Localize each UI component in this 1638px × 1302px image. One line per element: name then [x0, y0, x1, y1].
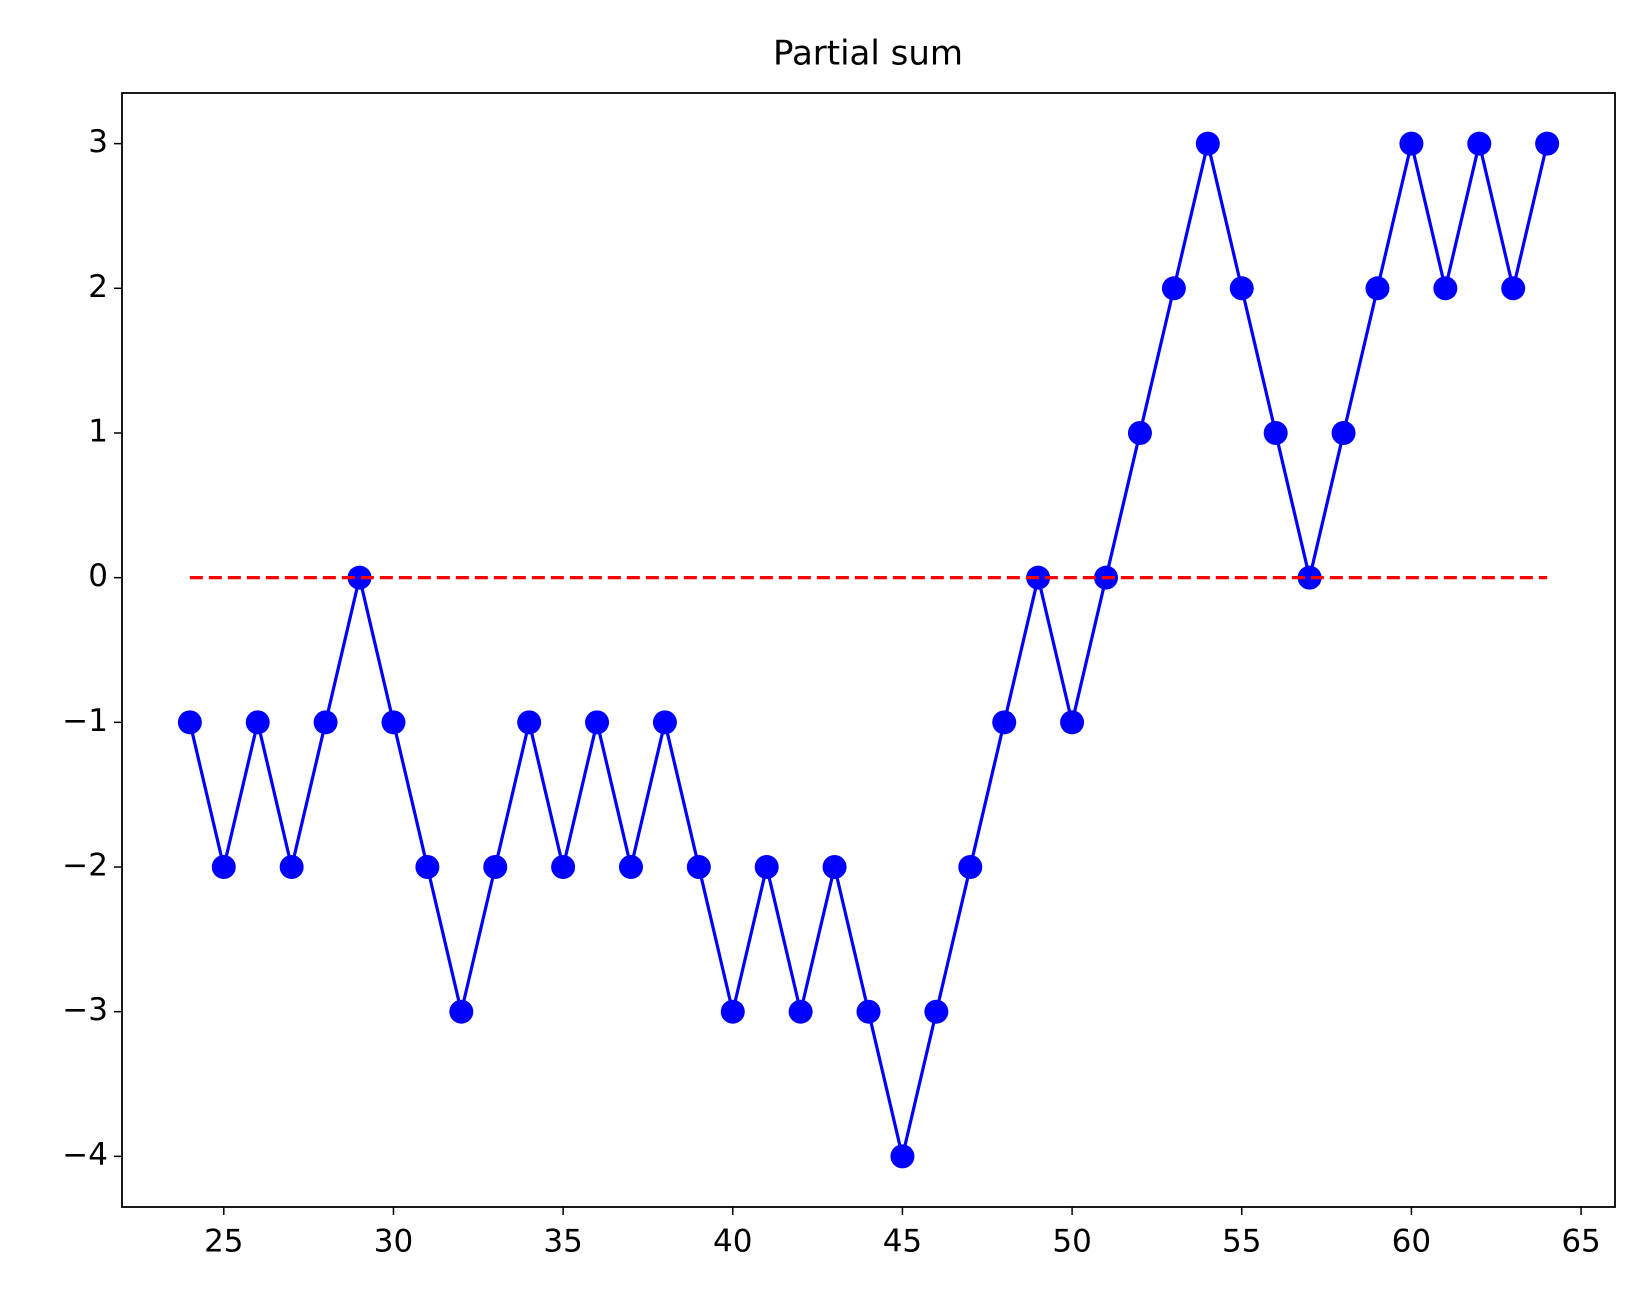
- y-tick-label: 1: [88, 413, 108, 449]
- point: [788, 999, 813, 1024]
- point: [1331, 420, 1356, 445]
- point: [992, 710, 1017, 735]
- point: [1501, 276, 1526, 301]
- y-tick-label: −4: [62, 1137, 108, 1173]
- point: [618, 855, 643, 880]
- point: [1365, 276, 1390, 301]
- point: [890, 1144, 915, 1169]
- point: [517, 710, 542, 735]
- point: [1535, 131, 1560, 156]
- point: [720, 999, 745, 1024]
- point: [381, 710, 406, 735]
- y-tick-label: −3: [62, 992, 108, 1028]
- point: [245, 710, 270, 735]
- y-tick-label: 2: [88, 269, 108, 305]
- point: [415, 855, 440, 880]
- point: [347, 565, 372, 590]
- x-tick-label: 55: [1222, 1224, 1261, 1260]
- point: [313, 710, 338, 735]
- x-tick-label: 30: [374, 1224, 413, 1260]
- point: [1195, 131, 1220, 156]
- point: [856, 999, 881, 1024]
- point: [1433, 276, 1458, 301]
- x-tick-label: 65: [1561, 1224, 1600, 1260]
- point: [177, 710, 202, 735]
- point: [1060, 710, 1085, 735]
- x-tick-label: 35: [543, 1224, 582, 1260]
- point: [924, 999, 949, 1024]
- y-tick-label: −2: [62, 848, 108, 884]
- point: [279, 855, 304, 880]
- x-tick-label: 45: [883, 1224, 922, 1260]
- point: [652, 710, 677, 735]
- point: [483, 855, 508, 880]
- point: [754, 855, 779, 880]
- plot-frame: [121, 92, 1616, 1208]
- point: [211, 855, 236, 880]
- x-tick-label: 60: [1392, 1224, 1431, 1260]
- point: [585, 710, 610, 735]
- point: [449, 999, 474, 1024]
- y-tick-label: −1: [62, 703, 108, 739]
- x-tick-label: 40: [713, 1224, 752, 1260]
- point: [958, 855, 983, 880]
- chart-title: Partial sum: [773, 34, 963, 74]
- y-tick-label: 3: [88, 124, 108, 160]
- point: [1161, 276, 1186, 301]
- point: [1399, 131, 1424, 156]
- point: [1263, 420, 1288, 445]
- point: [1127, 420, 1152, 445]
- point: [1467, 131, 1492, 156]
- point: [551, 855, 576, 880]
- point: [686, 855, 711, 880]
- point: [1297, 565, 1322, 590]
- point: [822, 855, 847, 880]
- x-tick-label: 25: [204, 1224, 243, 1260]
- point: [1229, 276, 1254, 301]
- x-tick-label: 50: [1052, 1224, 1091, 1260]
- y-tick-label: 0: [88, 558, 108, 594]
